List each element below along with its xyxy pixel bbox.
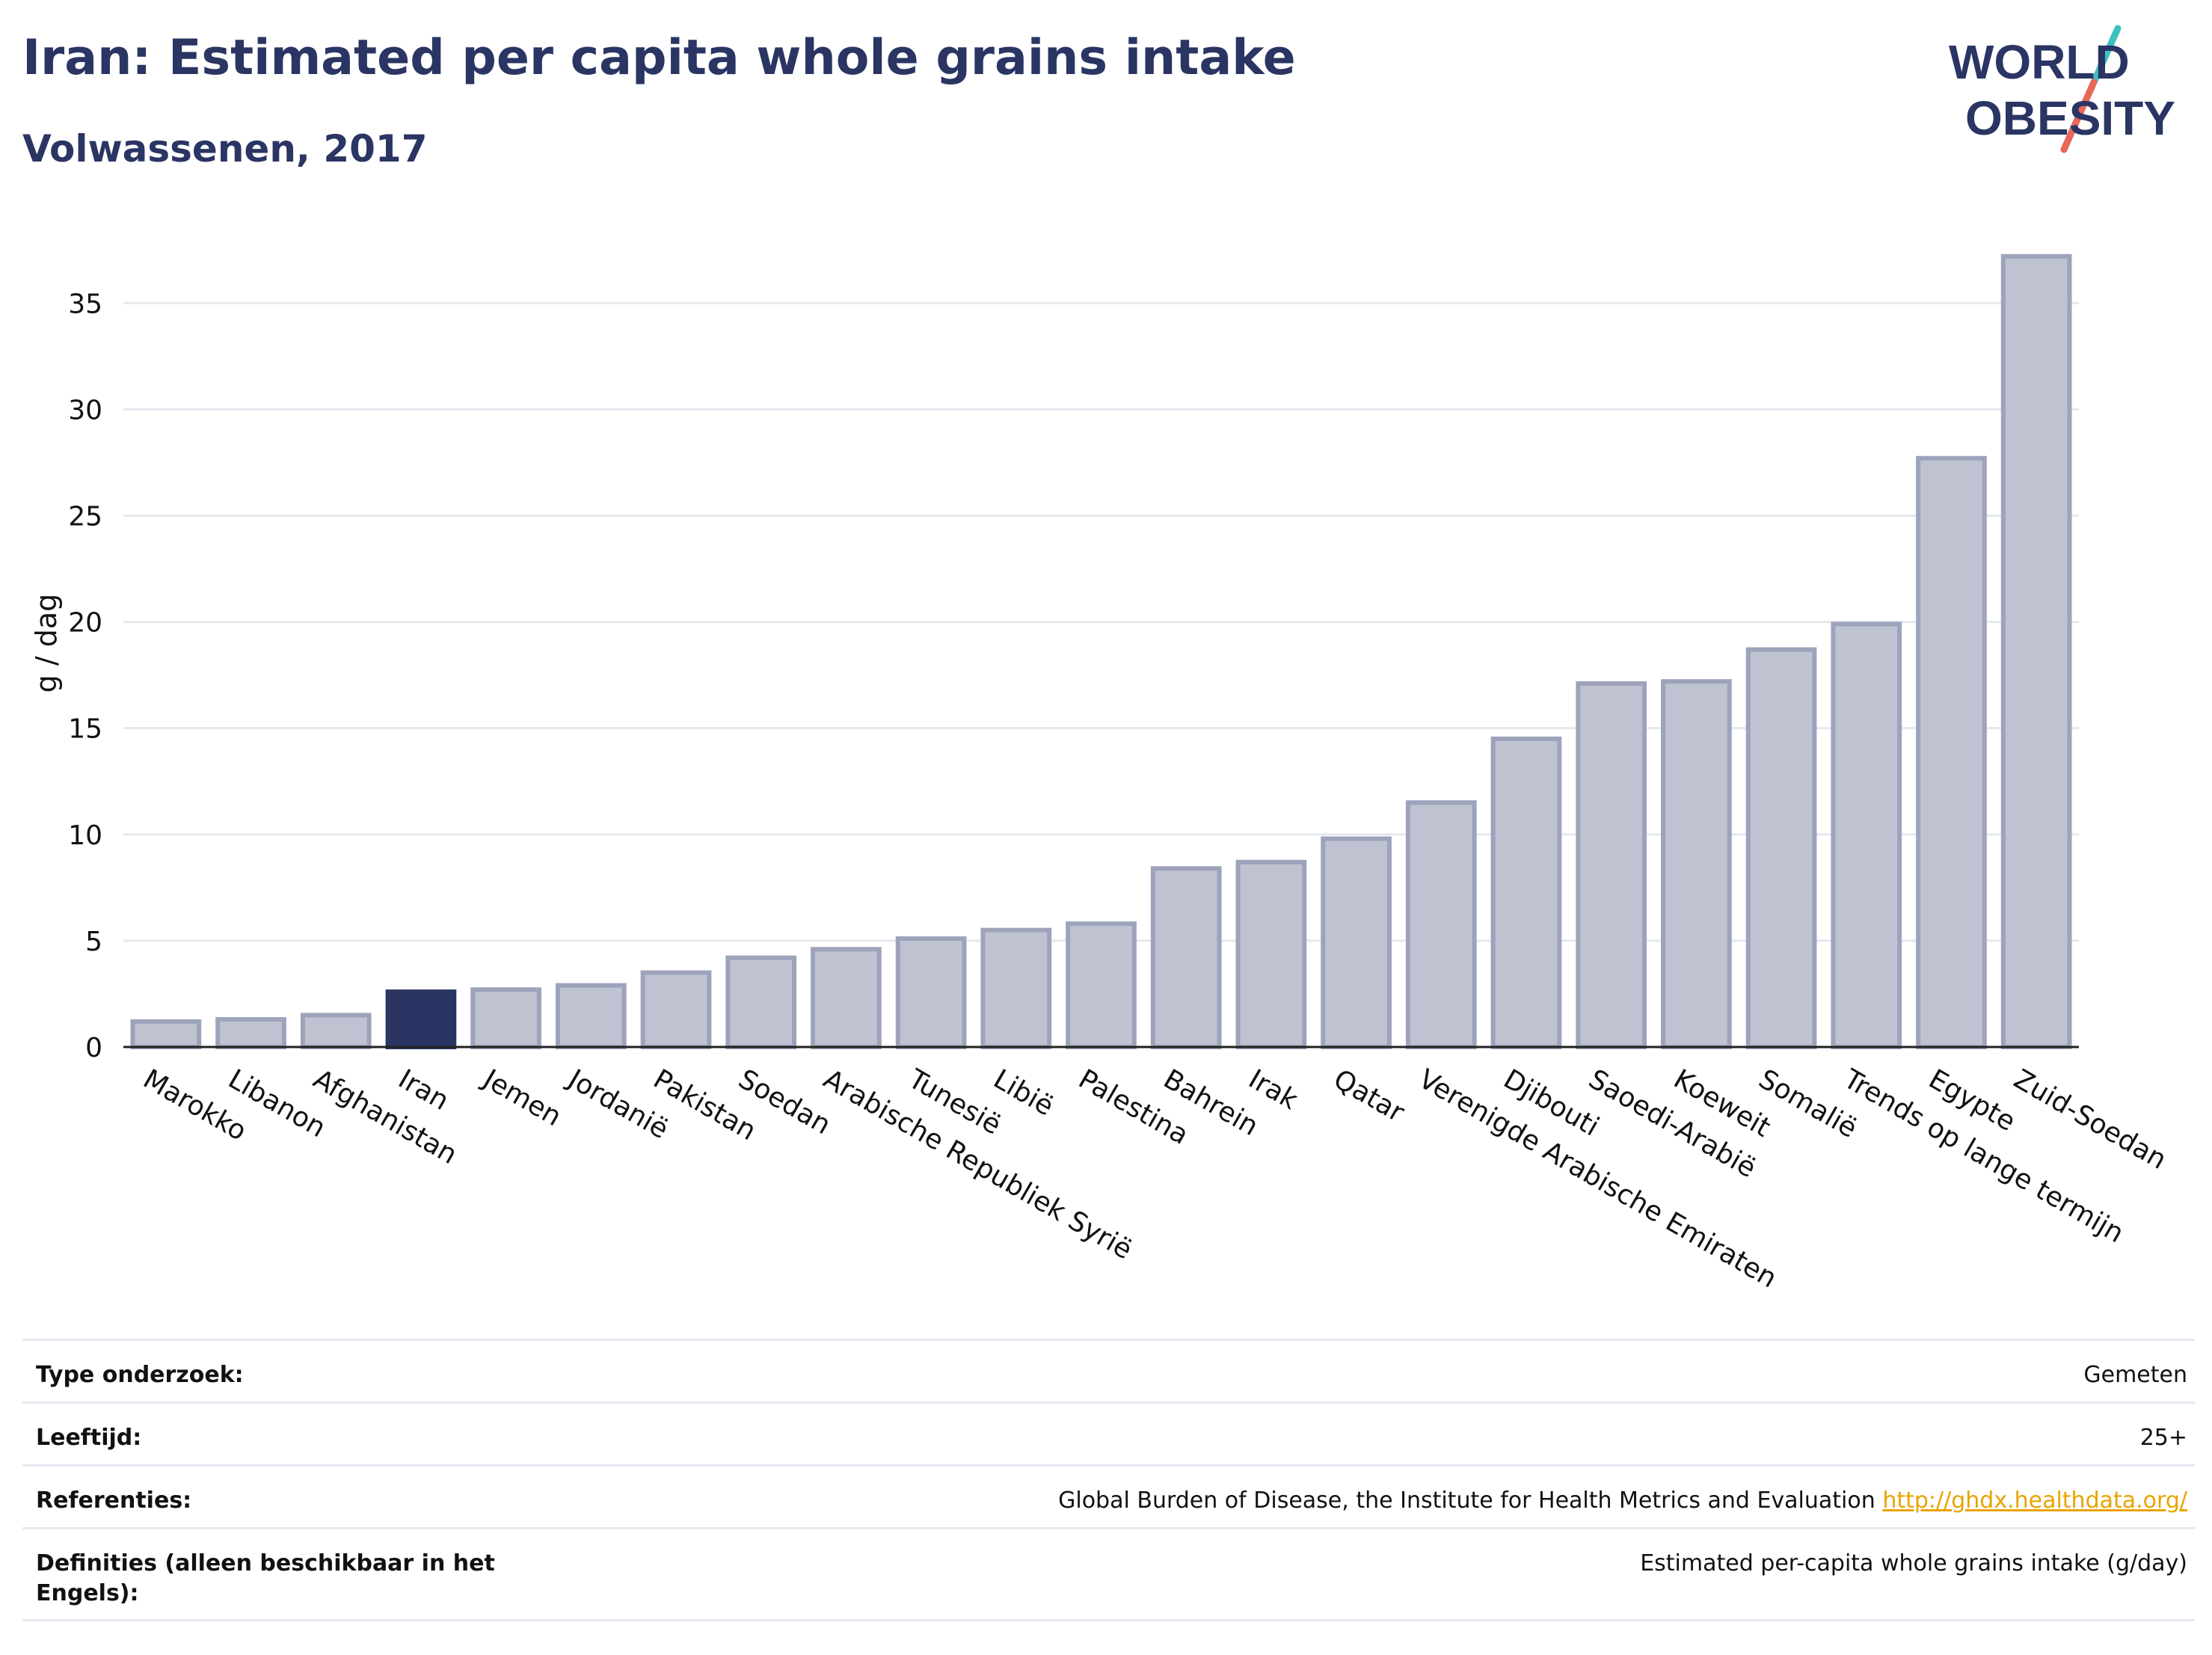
meta-value: 25+ [2139, 1425, 2187, 1451]
meta-label: Leeftijd: [36, 1425, 142, 1451]
bar [470, 987, 541, 1050]
chart-title: Iran: Estimated per capita whole grains … [22, 30, 1296, 86]
bar [1235, 859, 1307, 1049]
y-tick-label: 0 [85, 1033, 102, 1063]
bar [555, 983, 627, 1050]
bar [1490, 736, 1562, 1049]
bar-highlight [385, 989, 457, 1049]
bar [895, 936, 967, 1049]
reference-link[interactable]: http://ghdx.healthdata.org/ [1882, 1487, 2187, 1514]
world-obesity-logo: WORLD OBESITY [1949, 25, 2175, 153]
meta-value: Gemeten [2083, 1362, 2187, 1388]
logo-line2: OBESITY [1965, 91, 2175, 145]
meta-label: Type onderzoek: [36, 1362, 244, 1388]
reference-text: Global Burden of Disease, the Institute … [1058, 1487, 1875, 1514]
bar [811, 947, 882, 1050]
meta-row-definitions: Definities (alleen beschikbaar in het En… [22, 1527, 2195, 1621]
logo-line1: WORLD [1949, 35, 2130, 89]
x-tick-label: Somalië [1754, 1063, 1862, 1144]
meta-label: Definities (alleen beschikbaar in het En… [36, 1550, 495, 1606]
bar [1831, 621, 1902, 1049]
meta-row-references: Referenties: Global Burden of Disease, t… [22, 1464, 2195, 1527]
bar [300, 1013, 372, 1049]
y-tick-label: 30 [68, 395, 102, 426]
metadata-table: Type onderzoek: Gemeten Leeftijd: 25+ Re… [22, 1339, 2195, 1621]
bar [2000, 254, 2072, 1050]
bar [1661, 679, 1732, 1049]
bar [640, 970, 712, 1050]
bar [1321, 836, 1392, 1049]
bar [1150, 866, 1222, 1050]
y-tick-label: 15 [68, 714, 102, 745]
meta-label: Referenties: [36, 1487, 192, 1514]
bar [1745, 647, 1817, 1049]
bar [725, 955, 797, 1050]
bar [1576, 681, 1647, 1049]
y-tick-label: 10 [68, 820, 102, 851]
bar [130, 1019, 202, 1050]
bar [980, 927, 1052, 1049]
bar [1066, 921, 1137, 1049]
x-tick-label: Irak [1244, 1063, 1303, 1116]
x-tick-label: Qatar [1328, 1063, 1409, 1128]
meta-row-type: Type onderzoek: Gemeten [22, 1339, 2195, 1401]
y-tick-label: 20 [68, 608, 102, 639]
meta-value: Estimated per-capita whole grains intake… [1640, 1550, 2187, 1576]
bar [1916, 455, 1987, 1049]
chart-subtitle: Volwassenen, 2017 [22, 127, 428, 171]
x-tick-label: Afghanistan [308, 1063, 462, 1170]
y-tick-label: 5 [85, 927, 102, 957]
y-tick-label: 25 [68, 501, 102, 532]
x-tick-label: Zuid-Soedan [2009, 1063, 2172, 1176]
y-tick-label: 35 [68, 289, 102, 319]
bar [1405, 800, 1477, 1049]
bar [215, 1017, 286, 1049]
x-tick-label: Jemen [477, 1063, 567, 1132]
meta-row-age: Leeftijd: 25+ [22, 1401, 2195, 1464]
meta-value: Global Burden of Disease, the Institute … [1058, 1486, 2187, 1516]
y-axis-label: g / dag [30, 594, 63, 693]
